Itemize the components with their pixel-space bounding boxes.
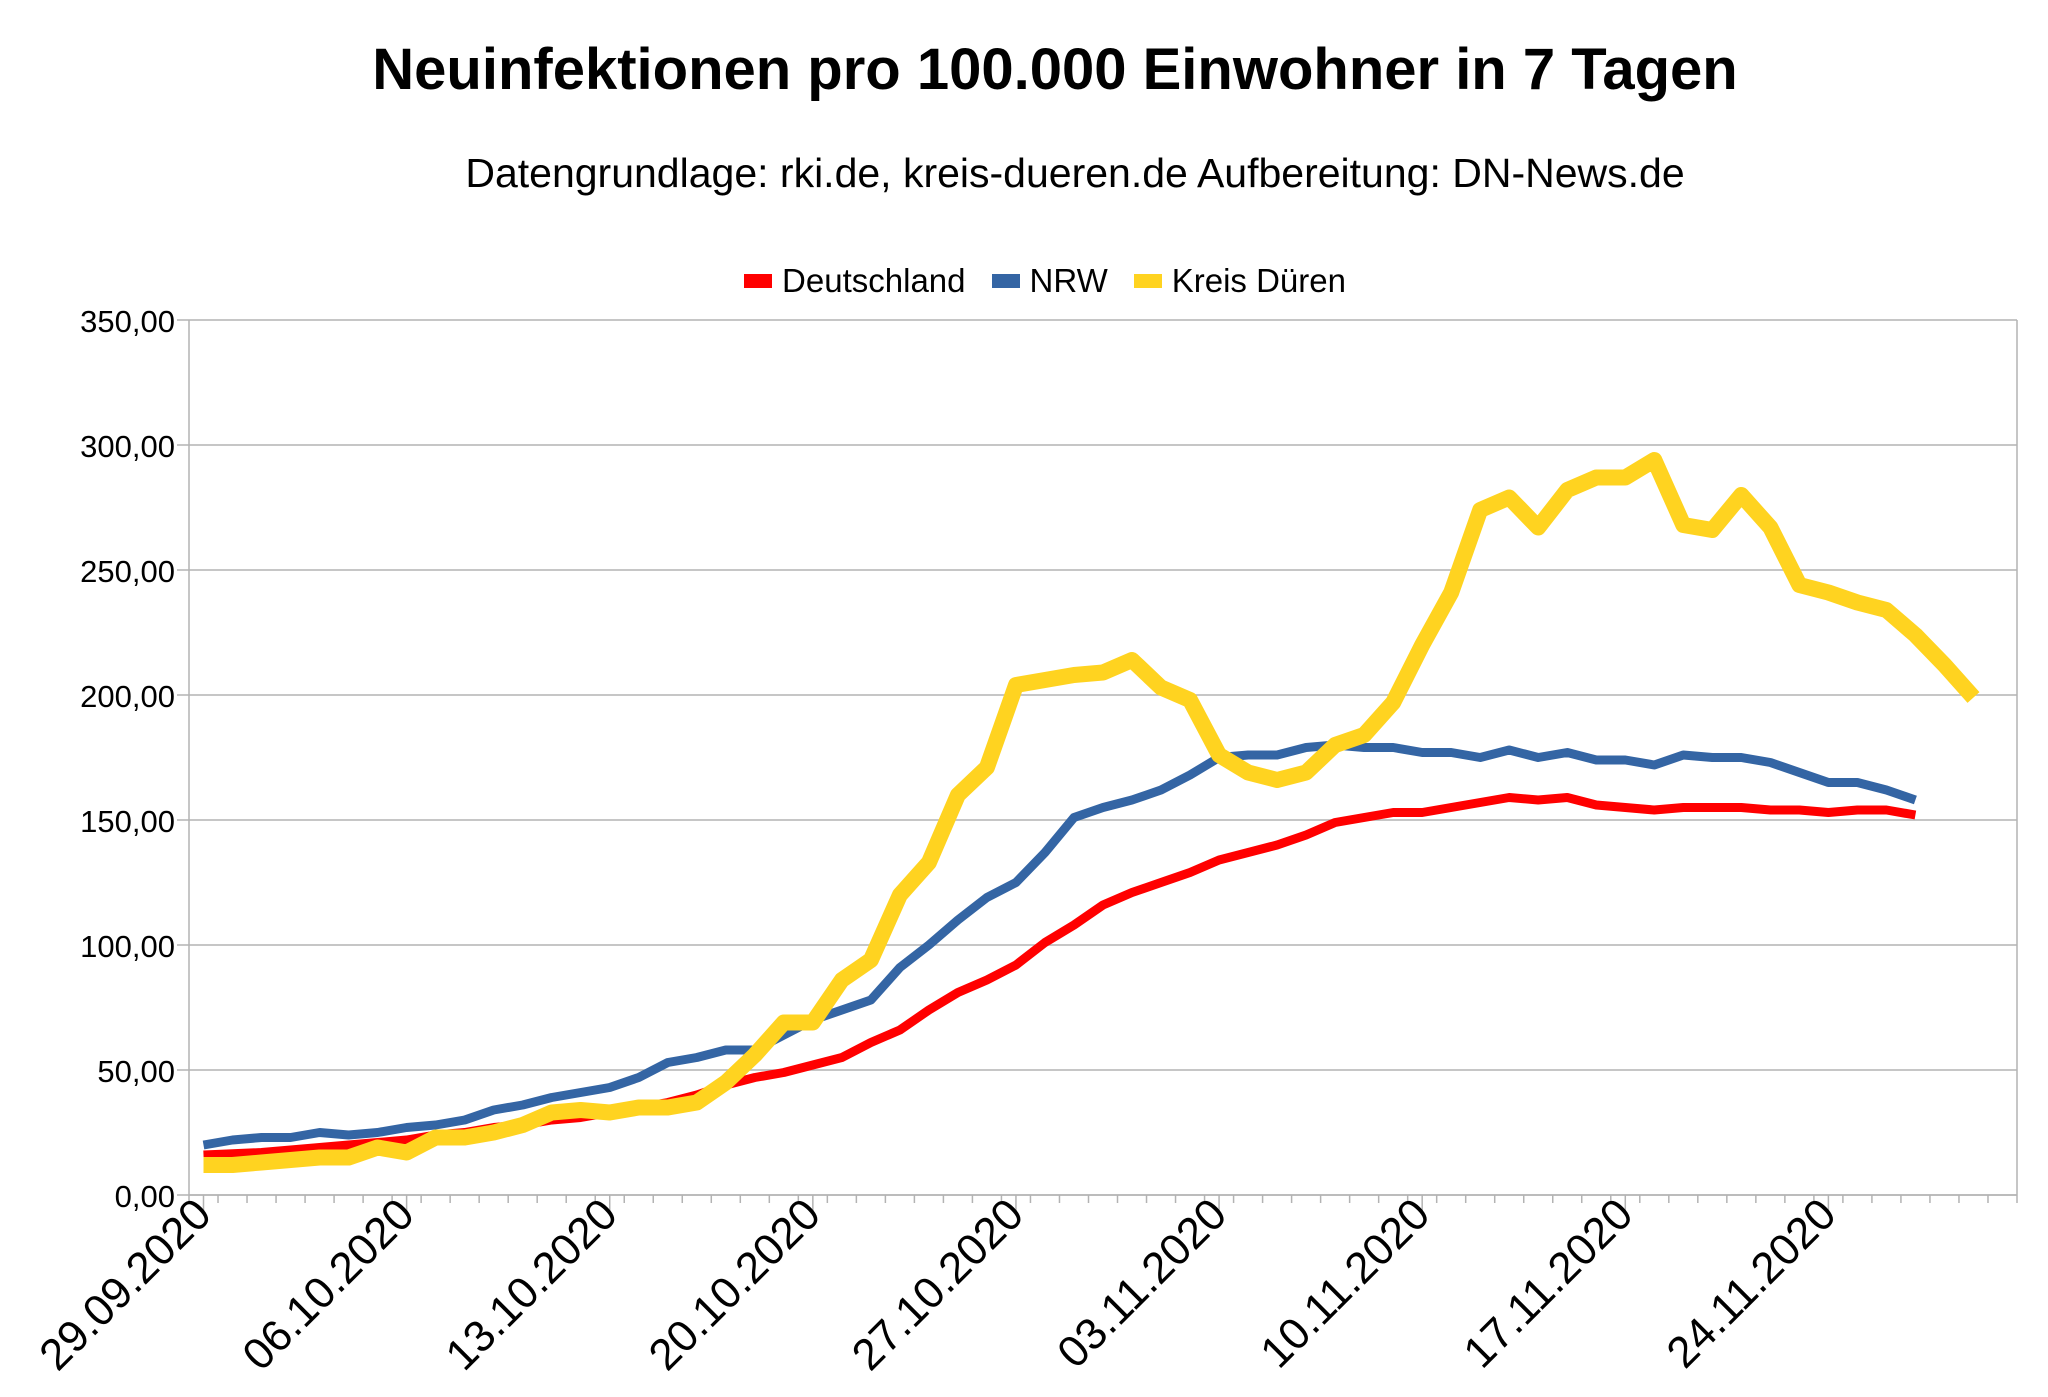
axes bbox=[177, 319, 2018, 1211]
legend-swatch-nrw bbox=[991, 274, 1020, 288]
legend: Deutschland NRW Kreis Düren bbox=[0, 262, 2048, 300]
legend-item-nrw: NRW bbox=[991, 262, 1108, 300]
y-tick-label: 0,00 bbox=[115, 1179, 175, 1214]
x-tick-label: 03.11.2020 bbox=[1048, 1189, 1236, 1377]
series-line-kreis-d-ren bbox=[203, 452, 1980, 1173]
y-tick-label: 300,00 bbox=[80, 429, 175, 464]
x-tick-label: 10.11.2020 bbox=[1251, 1189, 1439, 1377]
series-line-nrw bbox=[202, 740, 1917, 1150]
legend-swatch-deutschland bbox=[744, 274, 773, 288]
chart-subtitle: Datengrundlage: rki.de, kreis-dueren.de … bbox=[465, 150, 1685, 196]
x-tick-label: 20.10.2020 bbox=[640, 1189, 830, 1379]
x-tick-label: 13.10.2020 bbox=[436, 1189, 626, 1379]
y-tick-label: 150,00 bbox=[80, 804, 175, 839]
legend-swatch-kreis-dueren bbox=[1133, 274, 1162, 288]
y-tick-label: 100,00 bbox=[80, 929, 175, 964]
y-tick-label: 200,00 bbox=[80, 679, 175, 714]
y-tick-label: 50,00 bbox=[97, 1054, 175, 1089]
series-lines bbox=[202, 452, 1980, 1173]
legend-label-deutschland: Deutschland bbox=[782, 262, 966, 299]
y-tick-label: 350,00 bbox=[80, 304, 175, 339]
series-line-deutschland bbox=[203, 793, 1917, 1160]
y-tick-label: 250,00 bbox=[80, 554, 175, 589]
x-tick-label: 06.10.2020 bbox=[233, 1189, 423, 1379]
legend-label-kreis-dueren: Kreis Düren bbox=[1171, 262, 1346, 299]
x-tick-label: 29.09.2020 bbox=[30, 1189, 220, 1379]
x-tick-label: 24.11.2020 bbox=[1657, 1189, 1845, 1377]
legend-item-deutschland: Deutschland bbox=[744, 262, 966, 300]
x-tick-label: 17.11.2020 bbox=[1454, 1189, 1642, 1377]
legend-item-kreis-dueren: Kreis Düren bbox=[1133, 262, 1346, 300]
legend-label-nrw: NRW bbox=[1029, 262, 1108, 299]
x-tick-label: 27.10.2020 bbox=[843, 1189, 1033, 1379]
chart-title: Neuinfektionen pro 100.000 Einwohner in … bbox=[372, 37, 1738, 102]
